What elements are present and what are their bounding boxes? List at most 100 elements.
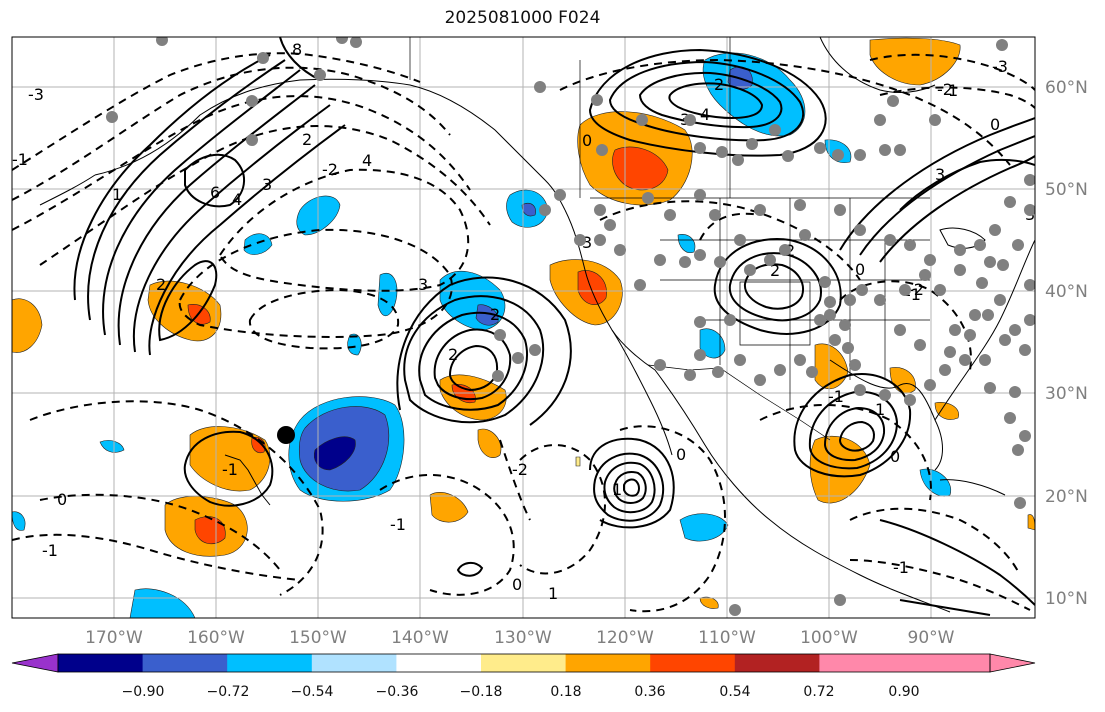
shade-blue-hawaii-sw — [99, 440, 125, 453]
contour-solid-canada — [588, 48, 827, 157]
contour-label: 2 — [490, 305, 500, 324]
border-us-mexico — [647, 364, 831, 441]
coastline-hudson — [819, 37, 936, 93]
contour-label: 2 — [770, 261, 780, 280]
shade-blue-ne-pacific-3 — [347, 333, 362, 356]
lat-label: 60°N — [1045, 78, 1088, 98]
station-dot — [834, 204, 846, 216]
contour-label: 4 — [232, 190, 242, 209]
station-dot — [709, 209, 721, 221]
contour-solid-plains — [728, 252, 822, 322]
contour-solid-ne-pacific — [418, 311, 528, 411]
station-dot — [814, 142, 826, 154]
colorbar-segment — [481, 654, 567, 672]
contour-label: -2 — [937, 80, 953, 99]
lat-label: 50°N — [1045, 180, 1088, 200]
coastline-west-coast — [564, 209, 951, 613]
station-dot — [744, 264, 756, 276]
contour-dashed — [759, 404, 932, 501]
contour-solid-tc — [593, 452, 665, 522]
contour-dashed — [379, 474, 515, 596]
station-dot — [246, 134, 258, 146]
contour-label: 1 — [112, 185, 122, 204]
station-dot — [782, 150, 794, 162]
lon-label: 90°W — [908, 628, 955, 648]
station-dot — [492, 370, 504, 382]
station-dot — [929, 114, 941, 126]
shade-blue-subtropical — [679, 513, 729, 542]
station-dot — [874, 294, 886, 306]
contour-solid-gulf — [793, 373, 912, 478]
station-dot — [799, 229, 811, 241]
lon-label: 100°W — [800, 628, 858, 648]
station-dot — [974, 239, 986, 251]
station-dot — [944, 346, 956, 358]
contour-solid-tc-outer — [589, 437, 675, 529]
lat-label: 10°N — [1045, 589, 1088, 609]
colorbar-tick-label: −0.54 — [291, 684, 334, 700]
contour-dashed — [12, 533, 301, 581]
station-dot — [539, 204, 551, 216]
lon-label: 170°W — [85, 628, 143, 648]
station-dot — [874, 114, 886, 126]
colorbar-tick-label: 0.36 — [634, 684, 665, 700]
station-dot — [1024, 204, 1035, 216]
coastline-hawaii — [224, 454, 271, 506]
colorbar-segment — [58, 654, 144, 672]
contour-label: -2 — [512, 460, 528, 479]
station-dot — [939, 364, 951, 376]
station-dot — [654, 254, 666, 266]
contour-solid-canada — [668, 82, 764, 120]
station-dot — [257, 52, 269, 64]
station-dot — [954, 244, 966, 256]
shade-orange-hawaii — [189, 426, 271, 492]
contour-label: -1 — [12, 150, 28, 169]
contour-dashed — [29, 400, 324, 596]
station-dot — [1024, 279, 1035, 291]
station-dot — [934, 284, 946, 296]
contour-solid-tc — [613, 471, 647, 504]
contour-solid-se — [879, 519, 1035, 606]
station-dot — [794, 199, 806, 211]
contour-dashed — [849, 507, 1021, 576]
colorbar-segment — [650, 654, 736, 672]
lon-label: 150°W — [289, 628, 347, 648]
contour-dashed — [248, 288, 400, 350]
contour-label: -2 — [908, 280, 924, 299]
border-state — [739, 281, 811, 346]
shade-red-calif — [577, 270, 607, 305]
station-dot — [954, 264, 966, 276]
station-dot — [694, 349, 706, 361]
station-dot — [829, 334, 841, 346]
colorbar-tick-label: 0.90 — [888, 684, 919, 700]
contour-label: -3 — [28, 85, 44, 104]
coastline-baja — [611, 329, 673, 456]
colorbar-tick-label: 0.18 — [550, 684, 581, 700]
station-dot — [694, 142, 706, 154]
shade-blue-rockies — [677, 234, 696, 253]
coastline-east — [934, 239, 1035, 421]
contour-label: 4 — [700, 105, 710, 124]
station-dot — [854, 224, 866, 236]
latitude-labels: 60°N 50°N 40°N 30°N 20°N 10°N — [1045, 78, 1088, 609]
contour-label: 8 — [292, 40, 302, 59]
colorbar-outline — [57, 653, 991, 673]
station-dot — [1014, 497, 1026, 509]
contour-label: 1 — [612, 480, 622, 499]
contour-solid-east — [899, 158, 1035, 211]
contour-dashed — [849, 559, 1031, 611]
contour-label: 0 — [855, 260, 865, 279]
contour-label: -1 — [828, 387, 844, 406]
contour-label: 1 — [948, 81, 958, 100]
lat-label: 20°N — [1045, 487, 1088, 507]
contour-solid-westpac — [73, 54, 271, 301]
contour-solid-ne-pacific-outer — [396, 276, 572, 426]
station-dot — [636, 114, 648, 126]
station-dot — [924, 254, 936, 266]
contour-label: -1 — [893, 558, 909, 577]
station-dot — [724, 314, 736, 326]
contour-label: 3 — [935, 165, 945, 184]
station-dot — [754, 204, 766, 216]
station-dot — [824, 309, 836, 321]
station-dot — [716, 146, 728, 158]
